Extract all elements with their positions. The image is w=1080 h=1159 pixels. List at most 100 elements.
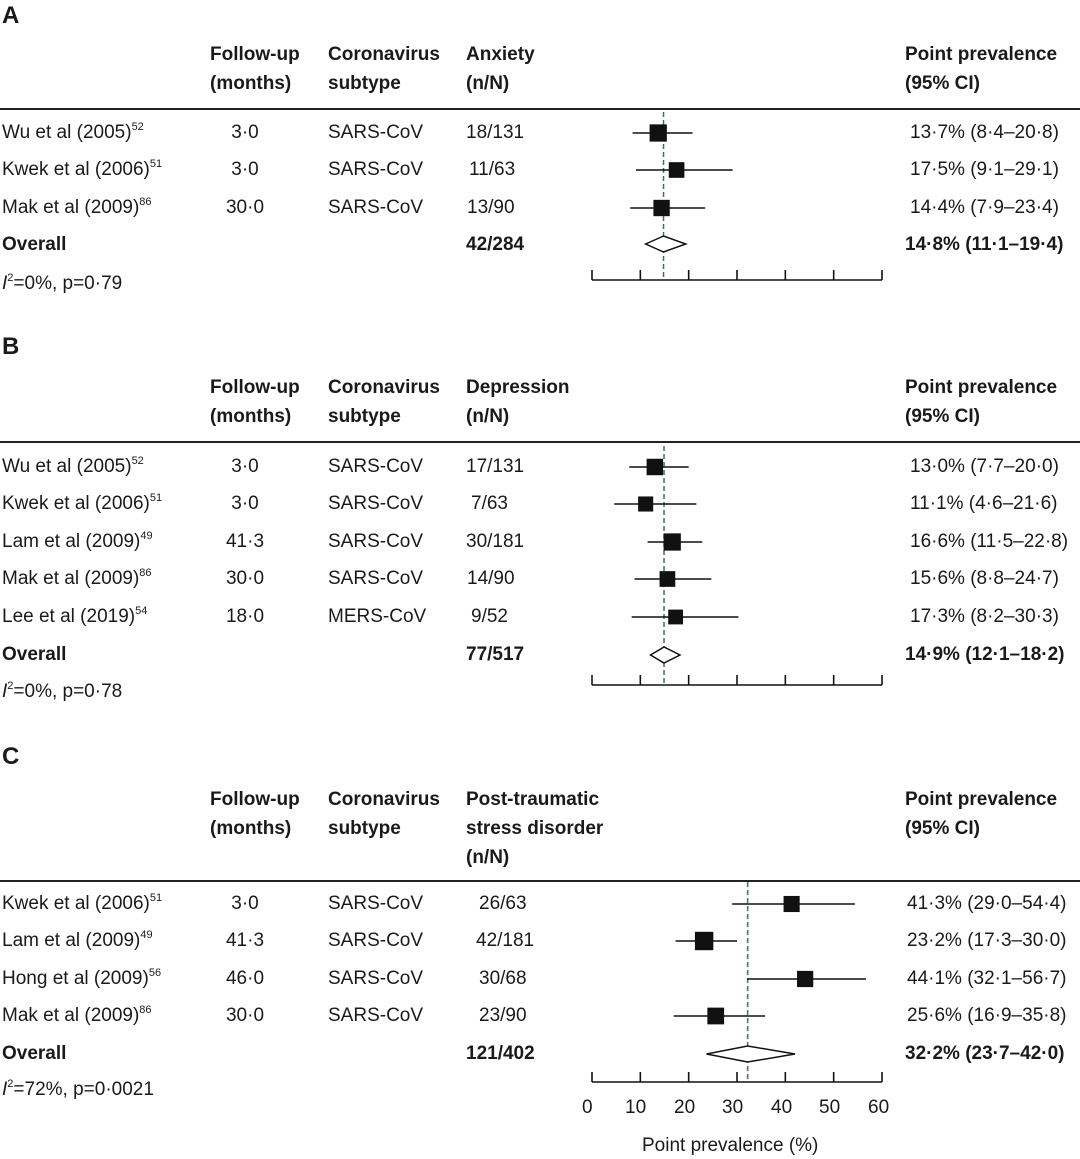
followup-value: 30·0 [225,1005,265,1026]
panel-b-outcome-header: Depression (n/N) [466,373,569,431]
followup-value: 3·0 [231,456,259,477]
panel-c-prevalence-header: Point prevalence (95% CI) [905,785,1057,843]
followup-value: 3·0 [231,893,259,914]
followup-value: 3·0 [231,493,259,514]
prevalence-text: 11·1% (4·6–21·6) [910,493,1058,514]
study-name: Wu et al (2005)52 [2,455,144,478]
followup-value: 41·3 [225,930,265,951]
panel-a-outcome-header: Anxiety (n/N) [466,40,535,98]
header-line: (n/N) [466,73,510,94]
header-line: Depression [466,377,570,398]
subtype-value: SARS-CoV [328,968,424,989]
study-name: Mak et al (2009)86 [2,567,152,590]
header-line: Follow-up [210,44,300,65]
x-tick-label: 0 [582,1097,593,1118]
followup-value: 30·0 [225,568,265,589]
heterogeneity-stat: I2=72%, p=0·0021 [2,1078,154,1101]
prevalence-text: 15·6% (8·8–24·7) [910,568,1059,589]
followup-value: 30·0 [225,197,265,218]
header-line: Coronavirus [328,377,440,398]
subtype-value: SARS-CoV [328,456,424,477]
overall-n-over-n: 77/517 [466,644,525,665]
header-line: (95% CI) [905,73,980,94]
overall-n-over-n: 42/284 [466,234,525,255]
prevalence-text: 13·0% (7·7–20·0) [910,456,1059,477]
header-line: subtype [328,73,401,94]
prevalence-text: 13·7% (8·4–20·8) [910,122,1059,143]
x-axis-title: Point prevalence (%) [642,1135,819,1156]
overall-label: Overall [2,234,67,255]
study-point-square [694,931,714,951]
n-over-n: 18/131 [466,122,525,143]
followup-value: 3·0 [231,122,259,143]
study-point-square [707,1007,725,1025]
study-point-square [663,533,681,551]
header-line: Post-traumatic [466,789,600,810]
panel-b-header-rule [0,441,1080,443]
subtype-value: SARS-CoV [328,122,424,143]
header-line: (months) [210,73,292,94]
panel-c-outcome-header: Post-traumatic stress disorder (n/N) [466,785,603,872]
x-tick-label: 10 [625,1097,647,1118]
header-line: Coronavirus [328,789,440,810]
overall-n-over-n: 121/402 [466,1043,535,1064]
study-point-square [646,458,664,476]
panel-c-followup-header: Follow-up (months) [210,785,300,843]
panel-a-subtype-header: Coronavirus subtype [328,40,440,98]
panel-c-subtype-header: Coronavirus subtype [328,785,440,843]
followup-value: 18·0 [225,606,265,627]
overall-label: Overall [2,644,67,665]
study-name: Kwek et al (2006)51 [2,158,163,181]
subtype-value: SARS-CoV [328,1005,424,1026]
x-tick-label: 40 [771,1097,793,1118]
overall-prevalence-text: 14·8% (11·1–19·4) [905,234,1064,255]
header-line: subtype [328,818,401,839]
study-name: Lam et al (2009)49 [2,530,153,553]
overall-diamond [706,1045,796,1063]
panel-c-header-rule [0,880,1080,882]
header-line: stress disorder [466,818,604,839]
prevalence-text: 41·3% (29·0–54·4) [907,893,1067,914]
header-line: Point prevalence [905,377,1058,398]
header-line: (n/N) [466,406,510,427]
header-line: (95% CI) [905,406,980,427]
panel-b-followup-header: Follow-up (months) [210,373,300,431]
header-line: (95% CI) [905,818,980,839]
prevalence-text: 23·2% (17·3–30·0) [907,930,1067,951]
study-name: Wu et al (2005)52 [2,121,144,144]
study-point-square [659,571,676,587]
overall-diamond [649,646,682,664]
panel-c-letter: C [2,743,20,770]
x-tick-label: 60 [868,1097,890,1118]
n-over-n: 26/63 [479,893,527,914]
study-name: Mak et al (2009)86 [2,196,152,219]
followup-value: 46·0 [225,968,265,989]
prevalence-text: 17·5% (9·1–29·1) [910,159,1059,180]
panel-b-subtype-header: Coronavirus subtype [328,373,440,431]
header-line: Coronavirus [328,44,440,65]
study-point-square [653,199,670,217]
prevalence-text: 25·6% (16·9–35·8) [907,1005,1067,1026]
study-name: Kwek et al (2006)51 [2,892,163,915]
header-line: Follow-up [210,377,300,398]
n-over-n: 11/63 [469,159,516,180]
followup-value: 41·3 [225,531,265,552]
study-point-square [668,609,684,625]
n-over-n: 14/90 [467,568,515,589]
header-line: Point prevalence [905,44,1058,65]
panel-a-followup-header: Follow-up (months) [210,40,300,98]
study-name: Hong et al (2009)56 [2,967,162,990]
header-line: (months) [210,818,292,839]
panel-b-letter: B [2,333,20,360]
panel-b-prevalence-header: Point prevalence (95% CI) [905,373,1057,431]
prevalence-text: 14·4% (7·9–23·4) [910,197,1059,218]
n-over-n: 42/181 [476,930,535,951]
study-name: Kwek et al (2006)51 [2,492,163,515]
n-over-n: 23/90 [479,1005,527,1026]
n-over-n: 30/181 [466,531,525,552]
heterogeneity-stat: I2=0%, p=0·78 [2,680,123,703]
prevalence-text: 16·6% (11·5–22·8) [910,531,1069,552]
x-tick-label: 50 [819,1097,841,1118]
n-over-n: 30/68 [479,968,527,989]
study-name: Mak et al (2009)86 [2,1004,152,1027]
